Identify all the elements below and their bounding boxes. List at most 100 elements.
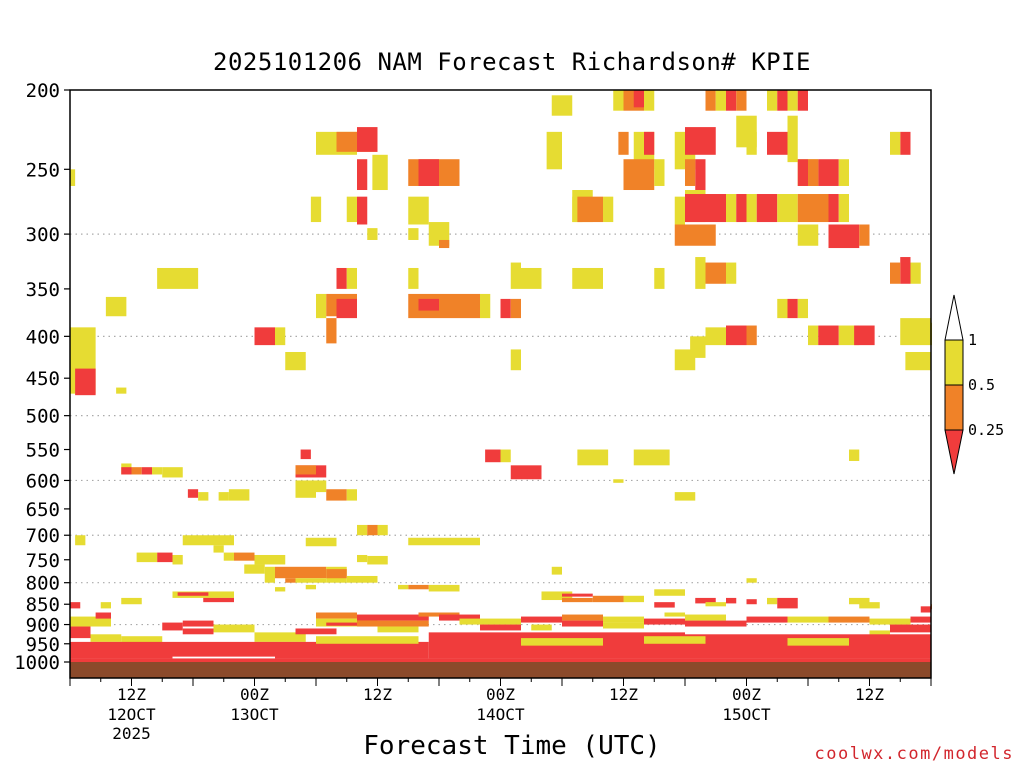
ri-cell <box>131 467 142 475</box>
ri-cell <box>787 638 849 646</box>
ri-cell <box>428 584 460 592</box>
ri-cell <box>500 298 511 319</box>
ri-cell <box>326 569 347 579</box>
colorbar-legend: 1 0.5 0.25 <box>944 294 1004 475</box>
ri-cell <box>316 636 419 644</box>
ri-cell <box>357 554 368 563</box>
ri-cell <box>705 262 726 284</box>
ri-cell <box>674 224 716 246</box>
richardson-field <box>70 90 932 662</box>
ri-cell <box>357 196 368 225</box>
ri-cell <box>890 262 901 284</box>
x-tick-year: 2025 <box>112 724 151 743</box>
y-tick-label: 500 <box>26 406 60 428</box>
ri-cell <box>510 349 521 371</box>
ri-cell <box>746 599 757 605</box>
ri-cell <box>521 638 603 646</box>
ri-cell <box>854 325 875 346</box>
ri-cell <box>90 634 122 642</box>
ri-cell <box>510 298 521 319</box>
ri-cell <box>162 622 183 631</box>
ri-cell <box>603 622 644 629</box>
ri-cell <box>372 154 388 191</box>
ri-cell <box>777 90 788 111</box>
ri-cell <box>654 267 665 289</box>
ri-cell <box>890 624 931 633</box>
ri-cell <box>203 597 234 603</box>
legend-label: 0.5 <box>968 376 995 394</box>
credit-text: coolwx.com/models <box>814 744 1014 764</box>
ri-cell <box>367 555 388 565</box>
ri-cell <box>531 624 552 631</box>
ri-cell <box>756 194 778 223</box>
ri-cell <box>849 449 860 461</box>
ri-cell <box>654 589 685 596</box>
ri-cell <box>275 566 327 579</box>
ri-cell <box>70 169 76 186</box>
ri-cell <box>70 602 81 609</box>
ri-cell <box>254 632 306 642</box>
ri-cell <box>357 127 378 152</box>
ri-cell <box>787 115 798 163</box>
ri-cell <box>618 131 629 155</box>
ri-cell <box>75 368 96 396</box>
ri-cell <box>187 489 199 498</box>
ri-cell <box>808 325 819 346</box>
ri-cell <box>623 159 655 191</box>
ri-cell <box>116 387 127 394</box>
legend-label: 0.25 <box>968 421 1004 439</box>
y-tick-label: 700 <box>26 525 60 547</box>
ri-cell <box>787 616 829 623</box>
ri-cell <box>480 293 491 319</box>
ri-cell <box>695 257 706 289</box>
x-tick-date: 12OCT <box>107 705 156 724</box>
ri-cell <box>562 593 593 597</box>
ri-cell <box>152 467 163 475</box>
ri-cell <box>551 95 573 116</box>
ri-cell <box>157 552 173 563</box>
ri-cell <box>244 564 265 574</box>
ri-cell <box>695 159 706 191</box>
gridlines <box>70 233 931 626</box>
y-tick-label: 550 <box>26 440 60 462</box>
ri-cell <box>920 606 931 613</box>
ri-cell <box>818 159 839 186</box>
ri-cell <box>408 584 429 590</box>
ri-cell <box>685 194 726 223</box>
ri-cell <box>746 616 788 623</box>
ri-cell <box>818 325 839 346</box>
ri-cell <box>316 480 327 493</box>
ri-cell <box>546 131 562 170</box>
ri-cell <box>541 591 573 601</box>
ri-cell <box>787 90 798 111</box>
ri-cell <box>787 298 798 319</box>
ri-cell <box>674 196 685 225</box>
ri-cell <box>613 90 624 111</box>
ri-cell <box>797 224 819 246</box>
ri-cell <box>715 90 726 111</box>
ri-cell <box>746 194 757 223</box>
ri-cell <box>346 196 357 223</box>
ri-cell <box>664 612 685 617</box>
y-tick-label: 900 <box>26 615 60 637</box>
ri-cell <box>736 194 747 223</box>
ri-cell <box>705 90 716 111</box>
y-tick-label: 750 <box>26 550 60 572</box>
ri-cell <box>213 545 224 553</box>
ri-cell <box>275 587 286 592</box>
ri-cell <box>121 467 132 475</box>
ri-cell <box>685 634 931 659</box>
ri-cell <box>828 616 870 623</box>
ri-cell <box>510 465 542 480</box>
ri-cell <box>75 535 86 546</box>
ri-cell <box>577 196 603 223</box>
ri-cell <box>705 327 726 346</box>
ri-cell <box>613 479 624 483</box>
chart-title: 2025101206 NAM Forecast Richardson# KPIE <box>213 48 811 76</box>
ri-cell <box>182 620 214 627</box>
y-tick-label: 1000 <box>14 652 60 674</box>
ri-cell <box>859 602 880 609</box>
x-tick-label: 00Z <box>240 685 269 704</box>
ri-cell <box>797 90 808 111</box>
ri-cell <box>398 584 409 590</box>
